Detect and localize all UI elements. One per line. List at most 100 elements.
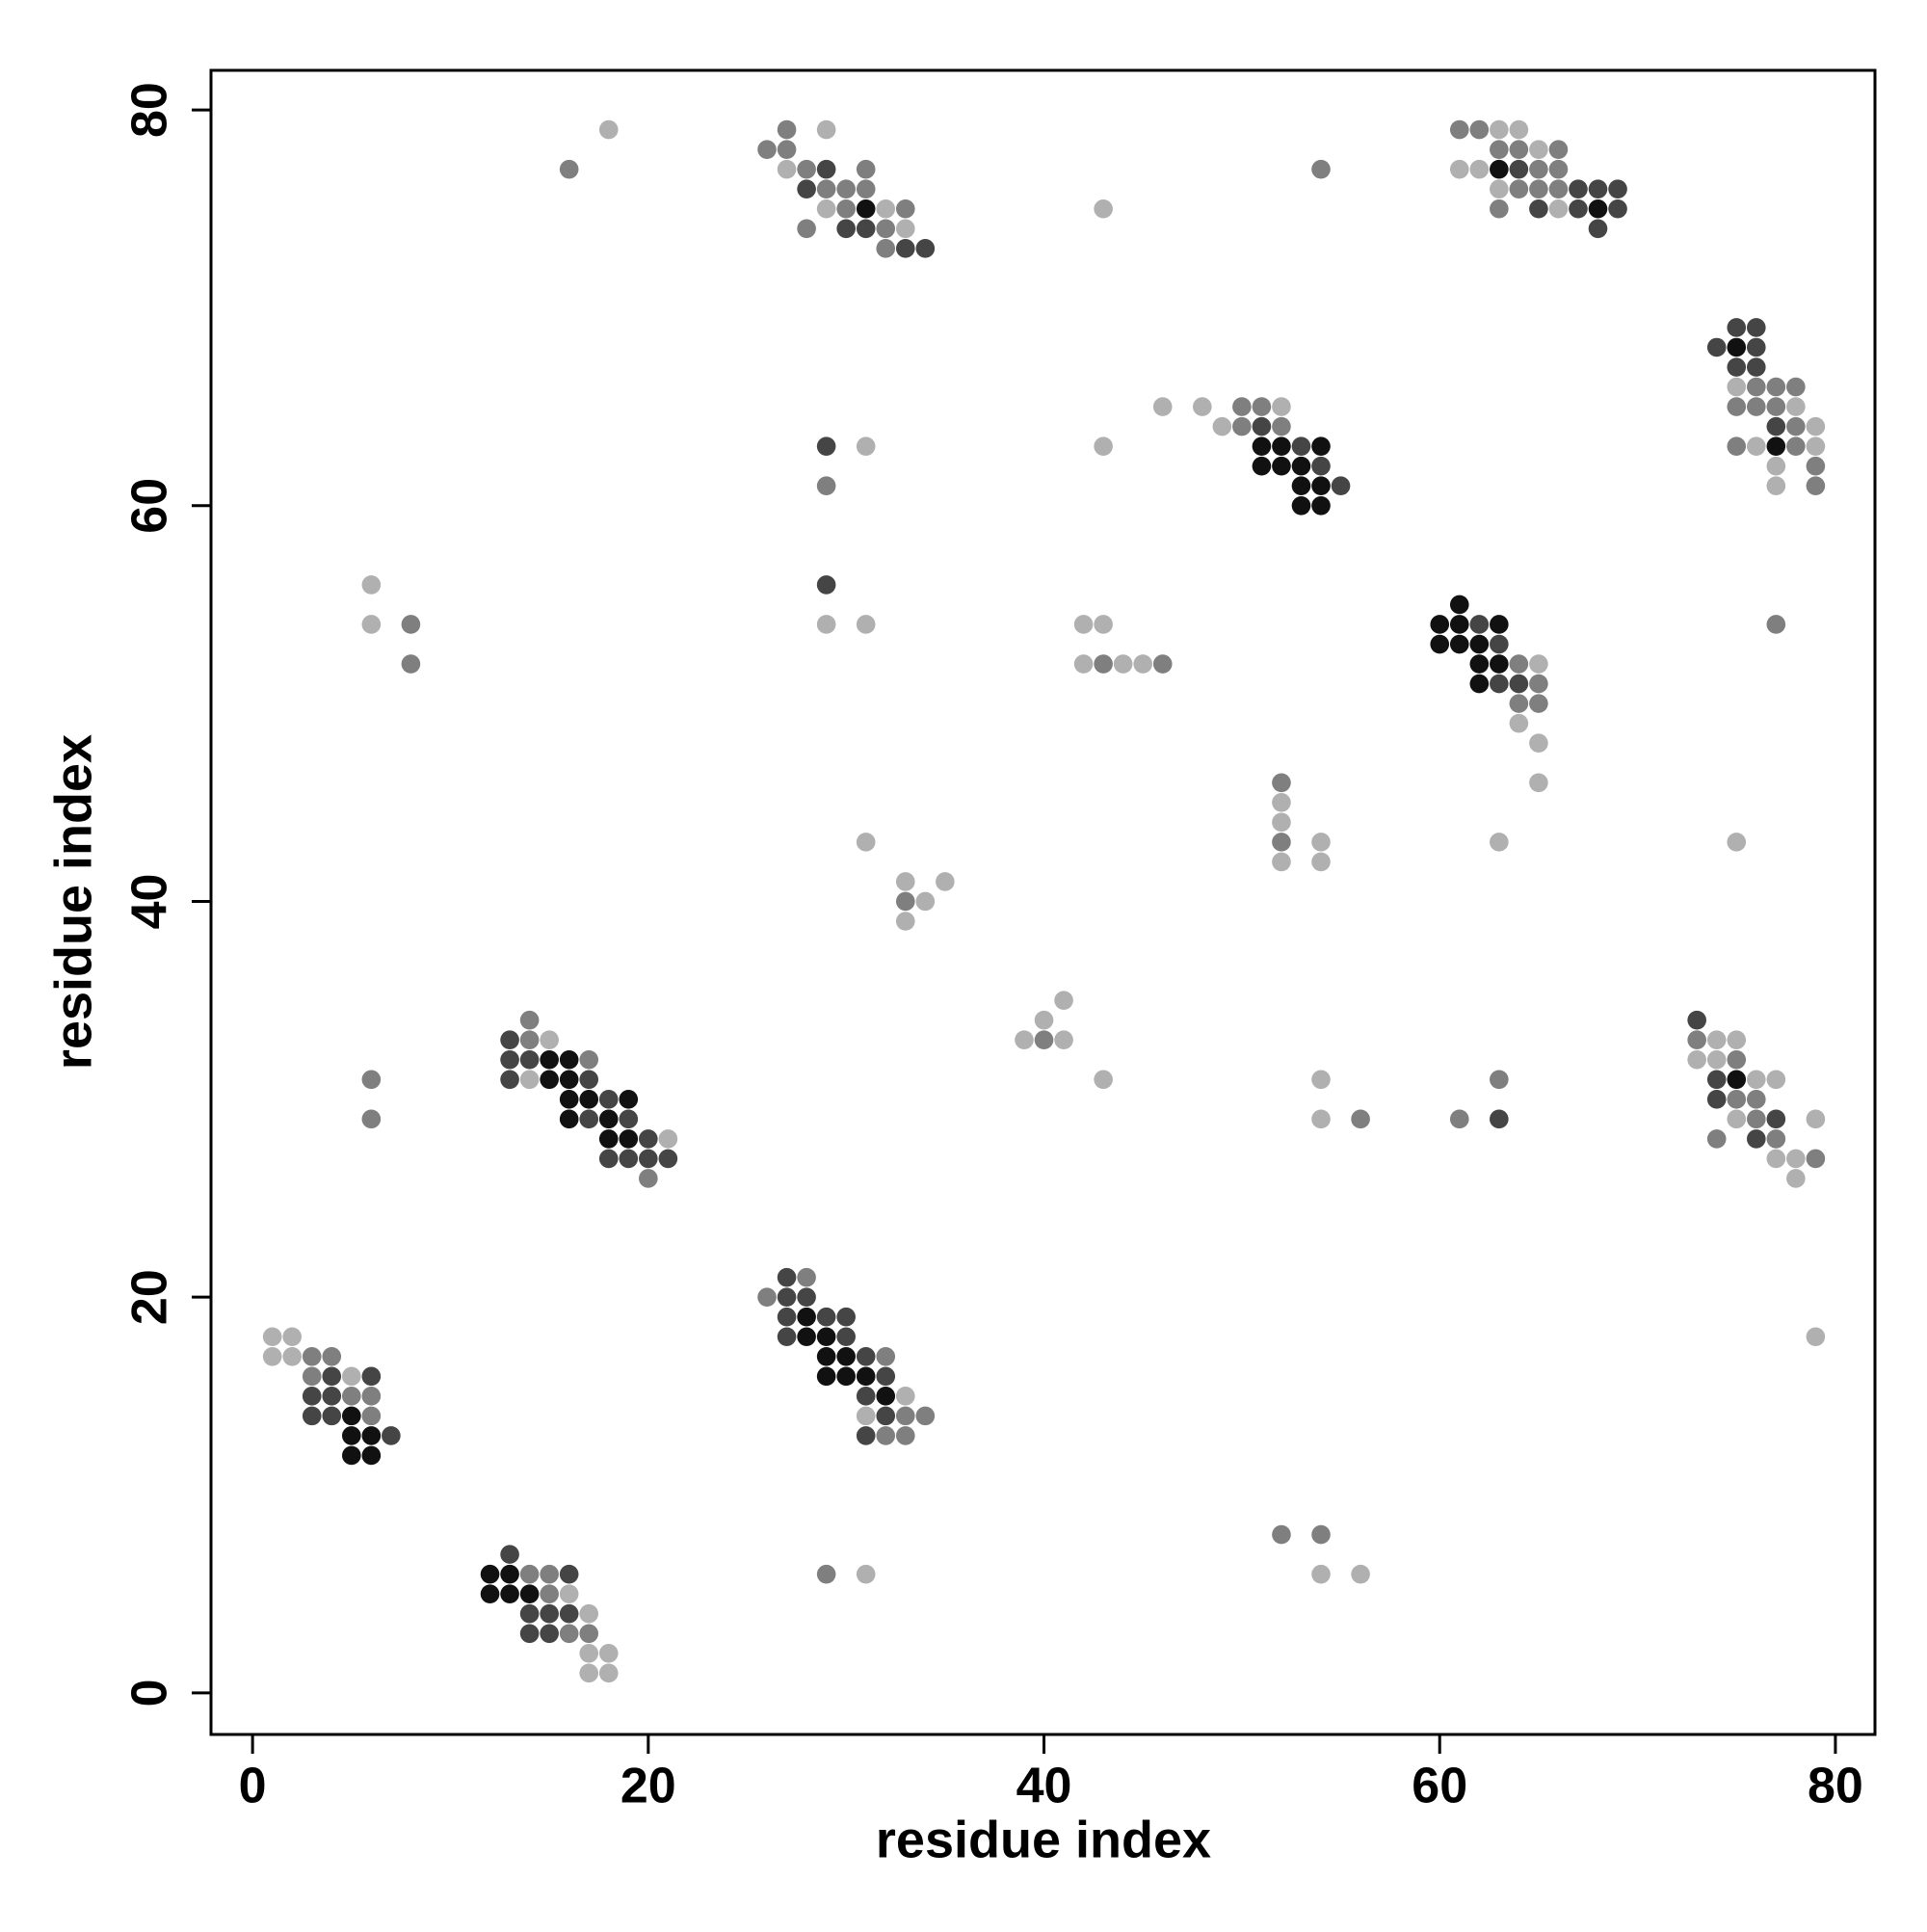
point <box>1272 397 1291 416</box>
point <box>1509 179 1529 199</box>
y-tick-label: 60 <box>122 478 178 534</box>
point <box>1766 615 1786 634</box>
point <box>1786 397 1806 416</box>
point <box>836 179 856 199</box>
point <box>598 1149 619 1169</box>
point <box>1252 456 1272 476</box>
y-tick-label: 0 <box>122 1679 178 1707</box>
point <box>1469 674 1490 694</box>
point <box>341 1445 361 1466</box>
point <box>757 140 777 159</box>
x-axis-title: residue index <box>876 1811 1211 1868</box>
point <box>1291 456 1311 476</box>
point <box>777 140 797 159</box>
point <box>1430 634 1450 654</box>
point <box>1073 615 1094 634</box>
point <box>1311 1109 1331 1129</box>
point <box>816 476 836 496</box>
point <box>1548 140 1569 159</box>
point <box>816 437 836 456</box>
point <box>895 1387 915 1406</box>
point <box>1509 654 1529 674</box>
point <box>1490 833 1509 852</box>
point <box>1272 437 1291 456</box>
point <box>797 1307 816 1327</box>
point <box>915 239 936 258</box>
point <box>1232 397 1252 416</box>
point <box>816 179 836 199</box>
point <box>1509 694 1529 713</box>
point <box>619 1109 639 1129</box>
point <box>1766 377 1786 397</box>
point <box>1311 159 1331 179</box>
point <box>302 1366 322 1387</box>
point <box>777 1327 797 1347</box>
point <box>856 1346 876 1366</box>
point <box>856 1564 876 1584</box>
point <box>876 239 896 258</box>
x-tick-label: 20 <box>620 1759 676 1814</box>
point <box>282 1346 302 1366</box>
point <box>1034 1030 1054 1050</box>
point <box>361 1406 382 1426</box>
point <box>1786 1169 1806 1188</box>
point <box>856 1406 876 1426</box>
point <box>1746 337 1766 357</box>
point <box>816 198 836 219</box>
point <box>1509 713 1529 733</box>
point <box>856 219 876 239</box>
point <box>302 1346 322 1366</box>
point <box>302 1387 322 1406</box>
point <box>579 1624 599 1644</box>
point <box>1746 1109 1766 1129</box>
point <box>598 119 619 140</box>
point <box>856 1366 876 1387</box>
point <box>1727 1090 1747 1109</box>
point <box>797 179 816 199</box>
point <box>777 1307 797 1327</box>
point <box>540 1584 559 1604</box>
point <box>1311 1524 1331 1545</box>
point <box>1806 1149 1826 1169</box>
point <box>1469 159 1490 179</box>
point <box>1272 852 1291 872</box>
point <box>1252 397 1272 416</box>
point <box>361 1426 382 1445</box>
point <box>1133 654 1153 674</box>
point <box>639 1129 658 1149</box>
point <box>1727 833 1747 852</box>
point <box>1786 1149 1806 1169</box>
point <box>895 912 915 931</box>
point <box>322 1346 342 1366</box>
point <box>1766 1149 1786 1169</box>
point <box>1529 198 1548 219</box>
point <box>1509 119 1529 140</box>
point <box>1490 634 1509 654</box>
point <box>559 1603 579 1624</box>
point <box>519 1010 540 1030</box>
point <box>895 239 915 258</box>
point <box>1746 377 1766 397</box>
point <box>1311 476 1331 496</box>
point <box>1291 437 1311 456</box>
point <box>500 1030 519 1050</box>
point <box>1727 1049 1747 1070</box>
point <box>1311 852 1331 872</box>
point <box>1430 615 1450 634</box>
point <box>480 1584 500 1604</box>
point <box>1331 476 1351 496</box>
point <box>816 1307 836 1327</box>
point <box>1311 1564 1331 1584</box>
point <box>1806 437 1826 456</box>
point <box>1746 1070 1766 1090</box>
point <box>1766 456 1786 476</box>
point <box>382 1426 401 1445</box>
point <box>1529 773 1548 793</box>
point <box>1529 140 1548 159</box>
point <box>816 1564 836 1584</box>
point <box>1548 179 1569 199</box>
point <box>559 1624 579 1644</box>
point <box>1152 654 1173 674</box>
point <box>895 219 915 239</box>
